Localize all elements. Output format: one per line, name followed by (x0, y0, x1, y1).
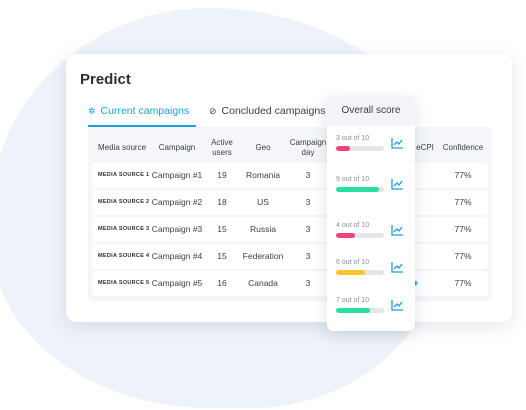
tab-concluded-campaigns[interactable]: ⊘ Concluded campaigns (209, 105, 325, 117)
table-row[interactable]: MEDIA SOURCE 3 Campaign #3 15 Russia 3 ◑… (92, 217, 488, 242)
score-bar-fill (336, 187, 380, 192)
table-row[interactable]: MEDIA SOURCE 1 Campaign #1 19 Romania 3 … (92, 163, 488, 188)
score-label: 6 out of 10 (336, 259, 370, 266)
score-item: 6 out of 10 (336, 259, 408, 281)
score-item: 4 out of 10 (336, 222, 408, 244)
campaigns-table: Media source Campaign Active users Geo C… (88, 127, 492, 301)
score-label: 4 out of 10 (336, 222, 370, 229)
score-bar (336, 308, 384, 313)
header-confidence: Confidence (442, 143, 484, 152)
tab-current-campaigns[interactable]: ✲ Current campaigns (88, 105, 196, 127)
trend-up-icon[interactable] (391, 137, 404, 149)
header-geo: Geo (255, 143, 271, 152)
sparkle-icon: ✲ (88, 105, 96, 116)
score-item: 7 out of 10 (336, 297, 408, 319)
predict-card: Predict ✲ Current campaigns ⊘ Concluded … (66, 54, 512, 322)
trend-up-icon[interactable] (391, 224, 404, 236)
trend-up-icon[interactable] (391, 261, 404, 273)
header-campaign: Campaign (158, 143, 196, 152)
score-bar-fill (336, 233, 356, 238)
score-bar (336, 233, 384, 238)
score-bar-fill (336, 270, 365, 275)
score-bar (336, 270, 384, 275)
score-label: 7 out of 10 (336, 297, 370, 304)
score-item: 3 out of 10 (336, 135, 408, 157)
table-row[interactable]: MEDIA SOURCE 4 Campaign #4 15 Federation… (92, 244, 488, 269)
tab-label: Current campaigns (100, 105, 190, 117)
tab-label: Concluded campaigns (221, 105, 326, 117)
score-bar (336, 187, 384, 192)
active-tab-underline (88, 125, 196, 127)
check-circle-icon: ⊘ (209, 105, 217, 116)
table-row[interactable]: MEDIA SOURCE 2 Campaign #2 18 US 3 ◑◉ 77… (92, 190, 488, 215)
score-bar (336, 146, 384, 151)
header-media-source: Media source (98, 143, 147, 152)
score-label: 3 out of 10 (336, 135, 370, 142)
header-ecpi: eCPI (416, 143, 434, 152)
score-bar-fill (336, 308, 370, 313)
score-bar-fill (336, 146, 351, 151)
header-campaign-day: Campaign day (289, 138, 327, 157)
score-label: 9 out of 10 (336, 176, 370, 183)
page-title: Predict (80, 71, 131, 88)
trend-up-icon[interactable] (391, 178, 404, 190)
table-row[interactable]: MEDIA SOURCE 5 Campaign #5 16 Canada 3 ◑… (92, 271, 488, 296)
score-item: 9 out of 10 (336, 176, 408, 198)
overall-score-header: Overall score (327, 96, 415, 126)
overall-score-panel: Overall score 3 out of 10 9 out of 10 4 ou… (327, 96, 415, 331)
header-active-users: Active users (211, 138, 233, 157)
trend-up-icon[interactable] (391, 299, 404, 311)
